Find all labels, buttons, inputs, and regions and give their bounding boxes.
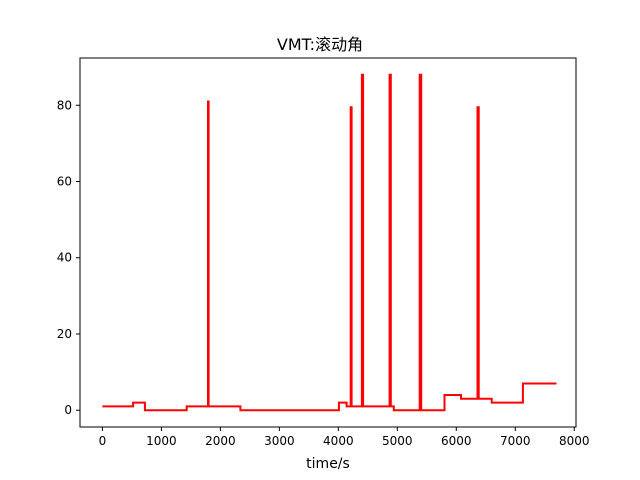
chart-title: VMT:滚动角 (277, 35, 363, 54)
y-tick-label: 0 (64, 403, 72, 417)
y-tick-label: 80 (57, 98, 72, 112)
plot-area (102, 73, 557, 412)
x-tick-label: 1000 (146, 434, 177, 448)
x-tick-label: 3000 (264, 434, 295, 448)
x-tick-label: 4000 (323, 434, 354, 448)
plot-frame (79, 57, 577, 428)
x-tick-label: 8000 (559, 434, 590, 448)
x-tick-label: 7000 (500, 434, 531, 448)
x-axis: 0 1000 2000 3000 4000 5000 6000 7000 8000 (99, 427, 590, 448)
series-line-1 (102, 73, 557, 412)
x-tick-label: 5000 (382, 434, 413, 448)
y-tick-label: 40 (57, 251, 72, 265)
x-tick-label: 6000 (441, 434, 472, 448)
y-axis: 0 20 40 60 80 (57, 98, 80, 417)
x-tick-label: 0 (99, 434, 107, 448)
y-tick-label: 60 (57, 175, 72, 189)
x-tick-label: 2000 (205, 434, 236, 448)
x-axis-label: time/s (306, 456, 350, 472)
y-tick-label: 20 (57, 327, 72, 341)
